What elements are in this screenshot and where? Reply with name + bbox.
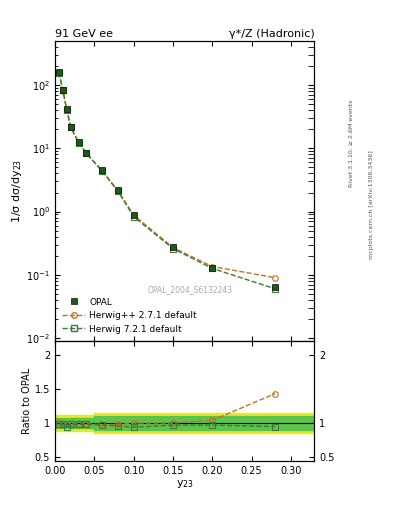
Text: Rivet 3.1.10, ≥ 2.6M events: Rivet 3.1.10, ≥ 2.6M events xyxy=(349,100,354,187)
Text: 91 GeV ee: 91 GeV ee xyxy=(55,29,113,39)
Y-axis label: Ratio to OPAL: Ratio to OPAL xyxy=(22,368,32,434)
Y-axis label: 1/σ dσ/dy$_{23}$: 1/σ dσ/dy$_{23}$ xyxy=(9,159,24,223)
Text: mcplots.cern.ch [arXiv:1306.3436]: mcplots.cern.ch [arXiv:1306.3436] xyxy=(369,151,374,259)
Text: γ*/Z (Hadronic): γ*/Z (Hadronic) xyxy=(229,29,314,39)
Legend: OPAL, Herwig++ 2.7.1 default, Herwig 7.2.1 default: OPAL, Herwig++ 2.7.1 default, Herwig 7.2… xyxy=(59,295,200,336)
X-axis label: y$_{23}$: y$_{23}$ xyxy=(176,478,194,490)
Text: OPAL_2004_S6132243: OPAL_2004_S6132243 xyxy=(147,285,233,294)
